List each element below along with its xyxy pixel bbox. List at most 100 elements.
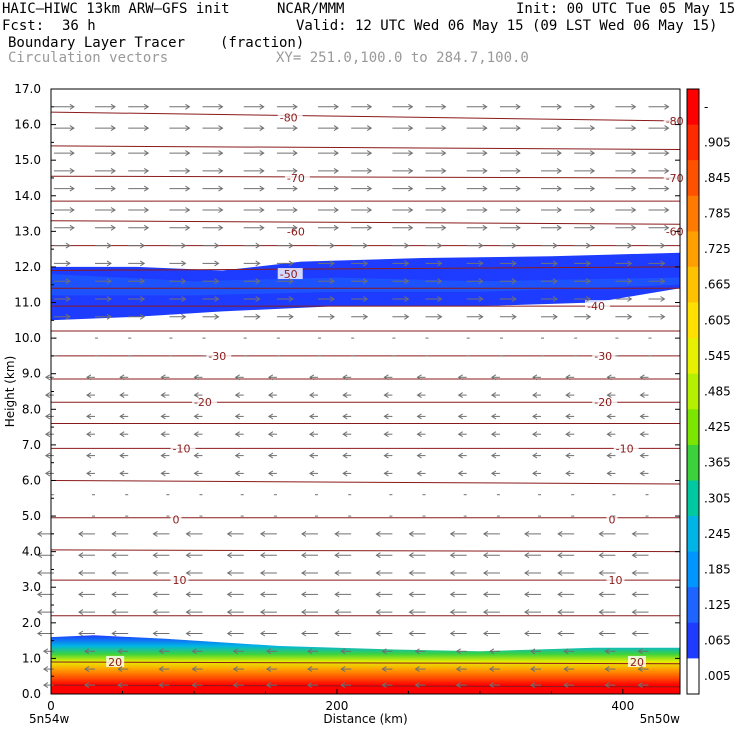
vector-arrowhead [309,470,315,477]
colorbar-label: .725 [704,242,731,256]
vector-arrowhead [288,278,294,285]
vector-arrowhead [639,452,645,459]
vector-arrowhead [515,185,521,192]
vector-arrowhead [234,470,240,477]
vector-arrowhead [664,150,670,157]
vector-arrowhead [259,630,266,637]
vector-arrowhead [478,313,484,320]
tracer-fill [51,89,680,694]
vector-arrowhead [585,313,592,320]
y-axis-title: Height (km) [3,356,17,427]
vector-arrowhead [589,207,596,213]
vector-arrowhead [585,242,592,249]
vector-arrowhead [185,552,191,559]
vector-arrowhead [383,413,389,420]
vector-arrowhead [84,648,90,655]
vector-arrowhead [309,413,315,420]
vector-arrowhead [585,296,592,302]
vector-arrowhead [482,570,489,576]
vector-arrowhead [416,431,422,438]
vector-arrowhead [259,570,266,576]
vector-arrowhead [307,682,313,689]
axes: 0.0 1.0 2.0 3.0 4.0 5.0 6.0 7.0 8.0 9.0 10.0 11.0 12… [3,82,681,726]
org-label: NCAR/MMM [277,1,345,17]
vector-arrowhead [441,207,447,213]
contour-label: -30 [208,350,226,363]
vector-arrowhead [416,470,422,477]
vector-arrowhead [259,185,265,192]
colorbar-frame [686,88,700,695]
contour-label: -10 [173,442,191,455]
vector-arrowhead [193,413,199,420]
y-tick-label: 13.0 [14,224,41,238]
vector-arrowhead [441,103,447,110]
vector-arrowhead [214,260,220,267]
vector-arrowhead [160,431,166,438]
vector-arrowhead [267,470,274,477]
vector-arrowhead [631,530,637,537]
vector-arrowhead [606,470,612,477]
vector-arrowhead [259,224,265,231]
vector-arrowhead [226,570,232,576]
vector-arrowhead [478,278,484,285]
vector-arrowhead [143,125,150,132]
vector-arrowhead [86,374,92,381]
colorbar-label: .905 [704,135,731,149]
vector-arrowhead [255,278,261,285]
vector-arrowhead [414,648,420,655]
colorbar-label: .485 [704,385,731,399]
vector-arrowhead [42,666,49,673]
vector-arrowhead [408,224,414,231]
contour-label-bg [284,225,310,237]
vector-arrowhead [366,103,373,110]
vector-arrowhead [606,431,612,438]
colorbar-label: .005 [704,669,731,683]
vector-arrowhead [78,530,84,537]
left-endpoint-label: 5n54w [29,712,70,726]
vector-arrowhead [329,296,335,302]
vector-arrowhead [631,224,637,231]
vector-arrowhead [482,150,488,157]
vector-arrowhead [441,224,447,231]
vector-arrowhead [117,666,123,673]
vector-arrowhead [185,167,191,174]
vectors-label: Circulation vectors [8,50,169,66]
colorbar-segment [687,89,699,126]
model-title: HAIC–HIWC 13km ARW–GFS init [2,1,230,17]
vector-arrowhead [218,125,224,132]
vector-arrowhead [416,413,422,420]
vector-arrowhead [482,125,488,132]
y-tick-label: 2.0 [22,616,41,630]
vector-arrowhead [234,374,240,381]
vector-arrowhead [437,296,443,302]
y-tick-label: 0.0 [22,687,41,701]
vector-arrowhead [366,207,373,213]
colorbar-label: - [704,100,708,114]
vector-arrowhead [408,185,414,192]
vector-arrowhead [193,431,199,438]
vector-arrowhead [532,413,538,420]
contour-label-bg [206,349,232,361]
vector-arrowhead [408,609,414,616]
vector-arrowhead [193,374,199,381]
colorbar-label: .665 [704,278,731,292]
vector-arrowhead [143,167,150,174]
vector-arrowhead [660,278,666,285]
vector-arrowhead [604,682,610,689]
vector-arrowhead [627,313,633,320]
forecast-label: Fcst: [2,18,45,34]
vector-arrowhead [375,570,381,576]
vector-arrowhead [556,207,562,213]
colorbar: - .905 .845 .785 .725 .665 .605 .545 .485 .425 .36… [686,88,731,695]
vector-arrowhead [65,260,71,267]
vector-arrowhead [589,103,596,110]
vector-arrowhead [660,296,666,302]
vector-arrowhead [191,666,197,673]
colorbar-segment [687,409,699,446]
vector-arrowhead [226,530,232,537]
vector-arrowhead [218,103,224,110]
contour-label-bg [170,513,182,525]
vector-arrowhead [119,431,125,438]
x-axis-title: Distance (km) [323,712,407,726]
contour-label: -80 [280,111,298,124]
